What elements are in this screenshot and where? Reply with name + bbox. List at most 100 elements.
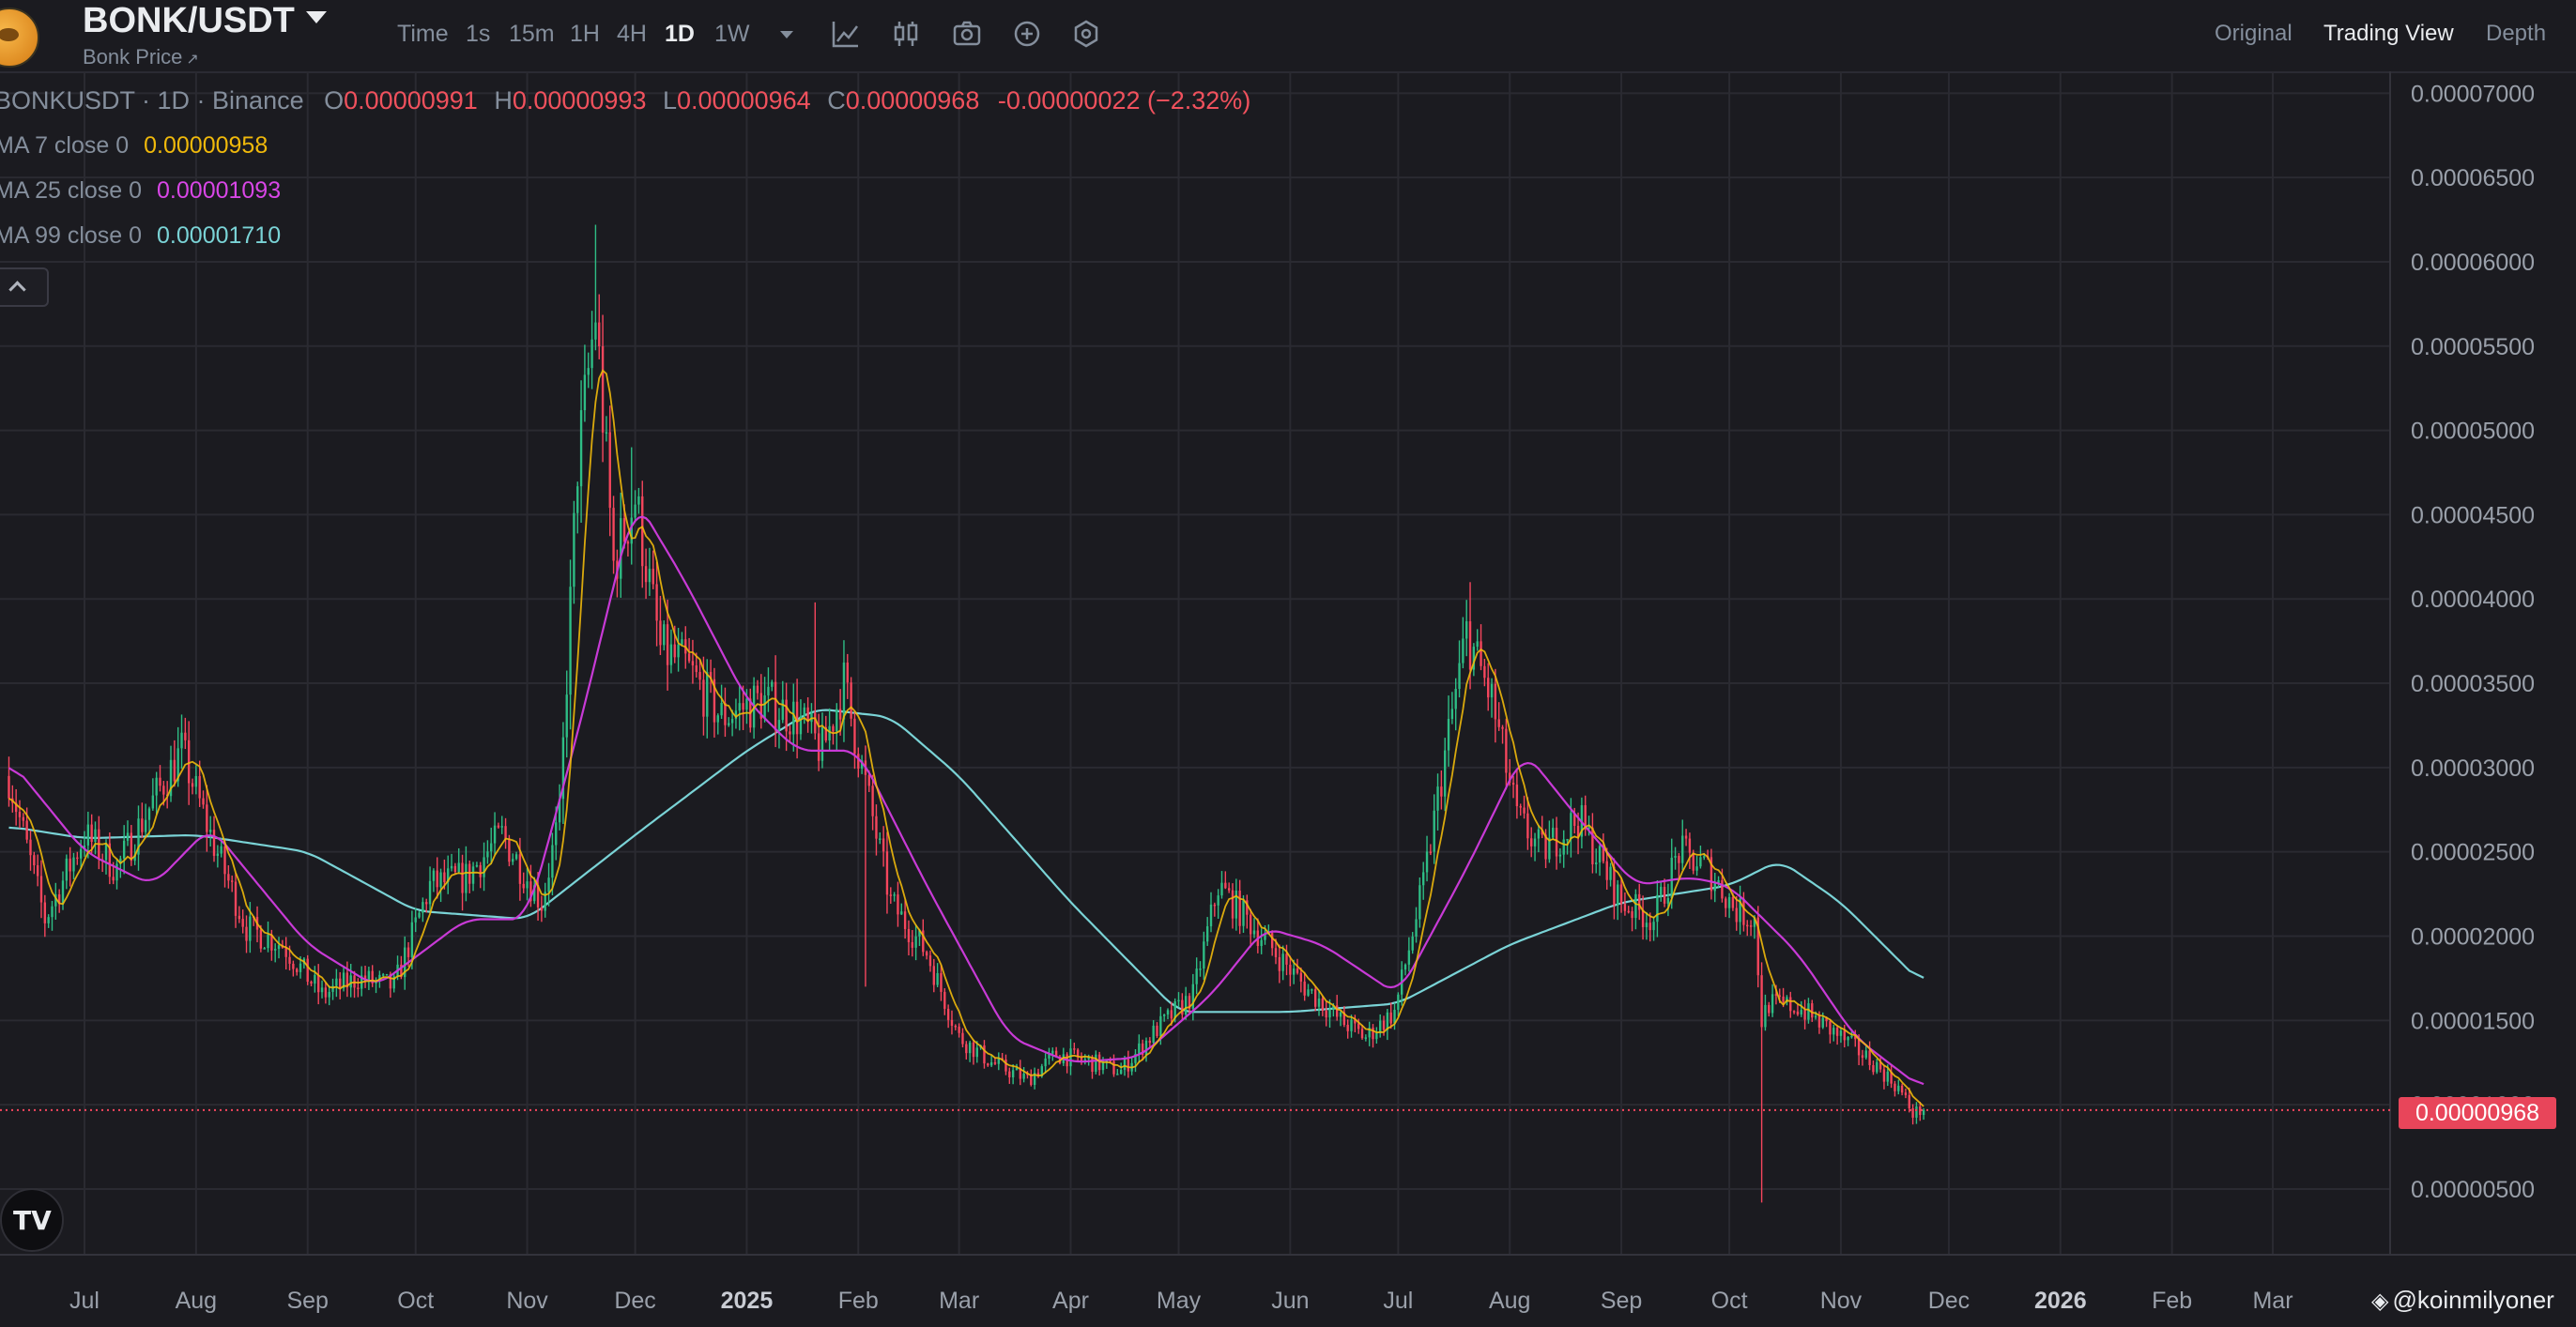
candle-body — [220, 846, 222, 854]
candle-body — [173, 759, 176, 782]
candle-body — [404, 947, 406, 978]
timeframe-time[interactable]: Time — [397, 21, 449, 47]
candle-body — [1440, 786, 1443, 797]
candle-body — [1249, 914, 1252, 935]
timeframe-1d[interactable]: 1D — [665, 21, 695, 47]
candle-body — [1576, 825, 1580, 837]
candle-body — [1382, 1020, 1386, 1030]
candle-body — [428, 880, 432, 905]
candle-body — [1835, 1028, 1839, 1036]
candle-body — [83, 845, 86, 849]
candle-body — [1742, 898, 1745, 925]
legend-collapse-button[interactable] — [0, 267, 49, 307]
y-tick-label: 0.00005000 — [2411, 419, 2535, 445]
candle-body — [1134, 1053, 1137, 1063]
ma7-legend[interactable]: MA 7 close 0 0.00000958 — [0, 132, 268, 160]
tradingview-logo-icon[interactable]: TV — [0, 1188, 64, 1252]
candle-body — [1749, 925, 1753, 927]
candles-icon[interactable] — [889, 17, 923, 51]
candle-body — [598, 322, 601, 347]
candle-body — [1854, 1035, 1857, 1040]
candle-body — [1170, 1010, 1173, 1019]
candle-body — [1332, 1005, 1335, 1010]
candle-body — [907, 928, 911, 942]
candle-body — [1411, 936, 1414, 951]
candle-body — [1768, 1004, 1771, 1014]
candle-body — [159, 777, 161, 786]
candle-body — [806, 707, 809, 723]
candle-body — [648, 569, 652, 583]
price-page-link[interactable]: Bonk Price ↗ — [83, 45, 199, 69]
line-chart-icon[interactable] — [829, 17, 863, 51]
timeframe-15m[interactable]: 15m — [509, 21, 555, 47]
candle-body — [1778, 995, 1781, 998]
view-trading-view[interactable]: Trading View — [2323, 21, 2454, 46]
candle-body — [1811, 1003, 1814, 1018]
view-original[interactable]: Original — [2215, 21, 2292, 46]
view-depth[interactable]: Depth — [2486, 21, 2547, 46]
candle-body — [630, 517, 633, 544]
candle-body — [946, 1008, 950, 1020]
ma99-legend[interactable]: MA 99 close 0 0.00001710 — [0, 222, 281, 250]
candle-body — [709, 672, 713, 679]
candle-body — [587, 368, 590, 375]
candle-body — [889, 894, 892, 896]
x-tick-label: Jun — [1271, 1288, 1309, 1314]
y-tick-label: 0.00005500 — [2411, 334, 2535, 360]
candle-body — [936, 972, 939, 985]
candle-body — [1313, 989, 1317, 1007]
candle-body — [1203, 941, 1205, 969]
candle-body — [504, 826, 507, 840]
low-value: 0.00000964 — [677, 86, 811, 114]
candle-body — [767, 686, 770, 695]
dropdown-icon[interactable] — [770, 17, 804, 51]
candle-body — [1364, 1037, 1368, 1039]
pair-selector[interactable]: BONK/USDT — [83, 1, 295, 40]
candle-body — [1868, 1050, 1871, 1065]
candle-body — [1152, 1025, 1155, 1044]
plus-circle-icon[interactable] — [1010, 17, 1044, 51]
candle-body — [803, 707, 805, 716]
candle-body — [1591, 827, 1594, 864]
candle-body — [216, 853, 220, 856]
candle-body — [1462, 638, 1464, 664]
candle-body — [879, 838, 882, 840]
candle-body — [1558, 854, 1562, 857]
candle-body — [828, 725, 831, 741]
candle-body — [569, 587, 572, 695]
candle-body — [1360, 1029, 1364, 1039]
ma25-legend[interactable]: MA 25 close 0 0.00001093 — [0, 177, 281, 205]
y-tick-label: 0.00004000 — [2411, 587, 2535, 613]
timeframe-1w[interactable]: 1W — [714, 21, 750, 47]
candle-body — [147, 808, 151, 820]
candle-body — [1328, 1009, 1331, 1018]
pair-dropdown-icon[interactable] — [306, 11, 327, 23]
candle-body — [1054, 1050, 1058, 1057]
candle-body — [1523, 807, 1526, 814]
candle-body — [1681, 835, 1684, 863]
candle-body — [814, 712, 817, 734]
timeframe-1s[interactable]: 1s — [466, 21, 491, 47]
low-label: L — [662, 86, 678, 114]
candle-body — [447, 868, 450, 882]
candle-body — [547, 877, 550, 892]
watermark-text: @koinmilyoner — [2392, 1286, 2554, 1314]
candle-body — [1048, 1053, 1050, 1059]
candle-body — [198, 775, 201, 799]
timeframe-1h[interactable]: 1H — [570, 21, 600, 47]
timeframe-4h[interactable]: 4H — [617, 21, 647, 47]
candle-body — [1666, 897, 1670, 904]
camera-icon[interactable] — [950, 17, 984, 51]
settings-hex-icon[interactable] — [1069, 17, 1103, 51]
candle-body — [414, 917, 417, 923]
close-value: 0.00000968 — [845, 86, 980, 114]
candle-body — [514, 854, 518, 860]
candle-body — [1573, 813, 1576, 826]
candle-body — [345, 972, 349, 988]
candle-body — [1325, 1010, 1327, 1018]
candle-body — [1444, 750, 1447, 797]
candle-body — [371, 970, 374, 984]
ma99-value: 0.00001710 — [157, 222, 282, 249]
candle-body — [1548, 837, 1551, 860]
